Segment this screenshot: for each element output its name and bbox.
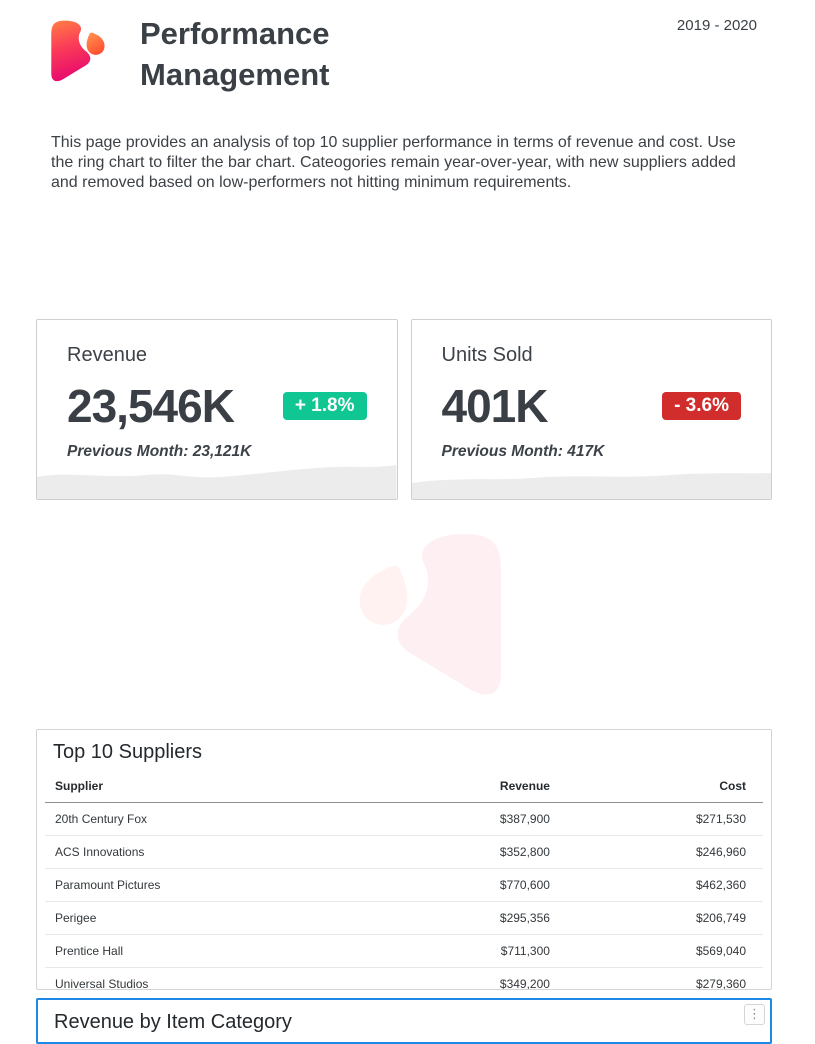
card-wave-decoration (37, 464, 397, 499)
column-header-supplier: Supplier (45, 773, 491, 803)
brand-watermark-icon (325, 527, 530, 702)
supplier-name-cell: Paramount Pictures (55, 877, 161, 892)
kpi-value: 401K (441, 379, 549, 432)
supplier-cost-cell: $569,040 (695, 943, 746, 958)
card-wave-decoration (411, 472, 771, 499)
kpi-card-units-sold: Units Sold 401K - 3.6% Previous Month: 4… (410, 318, 772, 500)
kpi-row: Revenue 23,546K + 1.8% Previous Month: 2… (36, 318, 772, 500)
supplier-name-cell: ACS Innovations (55, 844, 145, 859)
suppliers-table: Supplier Revenue Cost 20th Century Fox $387… (45, 773, 763, 990)
supplier-cost-cell: $462,360 (695, 877, 746, 892)
supplier-name-cell: Prentice Hall (55, 943, 124, 958)
suppliers-title: Top 10 Suppliers (53, 740, 202, 763)
kpi-title: Units Sold (441, 343, 533, 366)
supplier-revenue-cell: $770,600 (499, 877, 550, 892)
suppliers-table-body: 20th Century Fox $387,900 $271,530 ACS Inno… (45, 802, 763, 990)
table-row[interactable]: Perigee $295,356 $206,749 (45, 901, 763, 935)
kpi-title: Revenue (67, 343, 148, 366)
kpi-previous-month: Previous Month: 417K (441, 442, 605, 460)
column-header-cost: Cost (561, 773, 763, 803)
page-header: Performance Management 2019 - 2020 (36, 0, 772, 96)
supplier-name-cell: Universal Studios (55, 976, 149, 990)
kpi-previous-month: Previous Month: 23,121K (67, 442, 252, 460)
brand-logo-icon (46, 14, 112, 88)
column-header-revenue: Revenue (490, 773, 562, 803)
kpi-main-row: 401K - 3.6% (441, 379, 741, 433)
category-title: Revenue by Item Category (54, 1010, 292, 1033)
supplier-name-cell: Perigee (55, 910, 97, 925)
kebab-menu-button[interactable]: ⋮ (744, 1003, 765, 1025)
kpi-delta-badge: + 1.8% (282, 391, 367, 420)
supplier-revenue-cell: $295,356 (499, 910, 550, 925)
year-range-label: 2019 - 2020 (676, 17, 757, 34)
page-content: Performance Management 2019 - 2020 This … (36, 0, 772, 1044)
page-title: Performance Management (140, 16, 330, 92)
supplier-revenue-cell: $387,900 (499, 811, 550, 826)
kpi-card-revenue: Revenue 23,546K + 1.8% Previous Month: 2… (36, 318, 398, 500)
supplier-cost-cell: $246,960 (695, 844, 746, 859)
supplier-cost-cell: $271,530 (695, 811, 746, 826)
kpi-main-row: 23,546K + 1.8% (67, 379, 367, 433)
table-row[interactable]: ACS Innovations $352,800 $246,960 (45, 835, 763, 869)
top-suppliers-card: Top 10 Suppliers Supplier Revenue Cost 20t… (36, 728, 772, 990)
kpi-value: 23,546K (67, 379, 235, 432)
supplier-revenue-cell: $352,800 (499, 844, 550, 859)
supplier-cost-cell: $279,360 (695, 976, 746, 990)
table-row[interactable]: Paramount Pictures $770,600 $462,360 (45, 868, 763, 902)
revenue-by-category-card[interactable]: Revenue by Item Category ⋮ (36, 997, 772, 1044)
table-header-row: Supplier Revenue Cost (45, 773, 763, 803)
supplier-revenue-cell: $349,200 (499, 976, 550, 990)
supplier-revenue-cell: $711,300 (500, 943, 550, 958)
table-row[interactable]: Universal Studios $349,200 $279,360 (45, 967, 763, 990)
page-description: This page provides an analysis of top 10… (51, 133, 736, 191)
table-row[interactable]: 20th Century Fox $387,900 $271,530 (45, 802, 763, 836)
supplier-name-cell: 20th Century Fox (55, 811, 148, 826)
kebab-menu-icon: ⋮ (748, 1006, 761, 1022)
table-row[interactable]: Prentice Hall $711,300 $569,040 (45, 934, 763, 968)
kpi-delta-badge: - 3.6% (662, 391, 741, 420)
supplier-cost-cell: $206,749 (695, 910, 746, 925)
